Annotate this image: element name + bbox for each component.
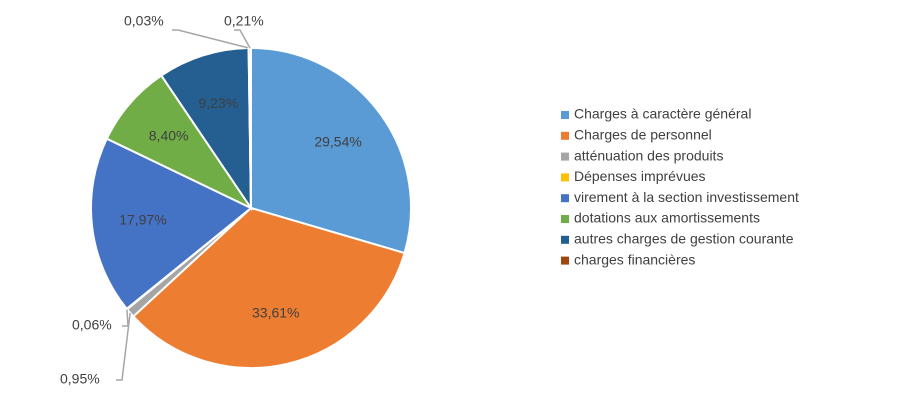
- pie-slice: [250, 46, 412, 255]
- legend-marker: [561, 194, 569, 203]
- legend-label: virement à la section investissement: [574, 189, 799, 205]
- legend-marker: [561, 215, 569, 223]
- legend-label: charges financières: [574, 251, 695, 267]
- legend-label: atténuation des produits: [574, 147, 723, 163]
- data-label: 9,23%: [198, 95, 238, 111]
- leader-line: [234, 29, 251, 49]
- legend-marker: [561, 173, 569, 182]
- data-label: 0,03%: [124, 13, 164, 29]
- legend-label: autres charges de gestion courante: [574, 231, 794, 247]
- pie-slice: [90, 137, 253, 311]
- legend-marker: [561, 256, 569, 265]
- legend-label: Charges à caractère général: [574, 106, 751, 122]
- legend-marker: [561, 235, 569, 244]
- legend-label: Dépenses imprévues: [574, 168, 706, 184]
- legend-marker: [561, 111, 569, 119]
- leader-line: [122, 308, 129, 327]
- pie-slice: [105, 74, 254, 211]
- data-label: 0,06%: [72, 317, 112, 333]
- pie-slice: [131, 206, 406, 369]
- leader-line: [172, 29, 249, 49]
- data-label: 8,40%: [149, 128, 189, 144]
- leader-line: [116, 312, 131, 381]
- legend-label: dotations aux amortissements: [574, 210, 760, 226]
- data-label: 0,21%: [224, 13, 264, 29]
- legend-marker: [561, 152, 569, 161]
- legend-label: Charges de personnel: [574, 127, 712, 143]
- pie-slice: [247, 46, 252, 209]
- legend-marker: [561, 131, 569, 140]
- data-label: 29,54%: [314, 133, 361, 149]
- data-label: 0,95%: [60, 371, 100, 387]
- data-label: 17,97%: [119, 211, 166, 227]
- data-label: 33,61%: [252, 305, 299, 321]
